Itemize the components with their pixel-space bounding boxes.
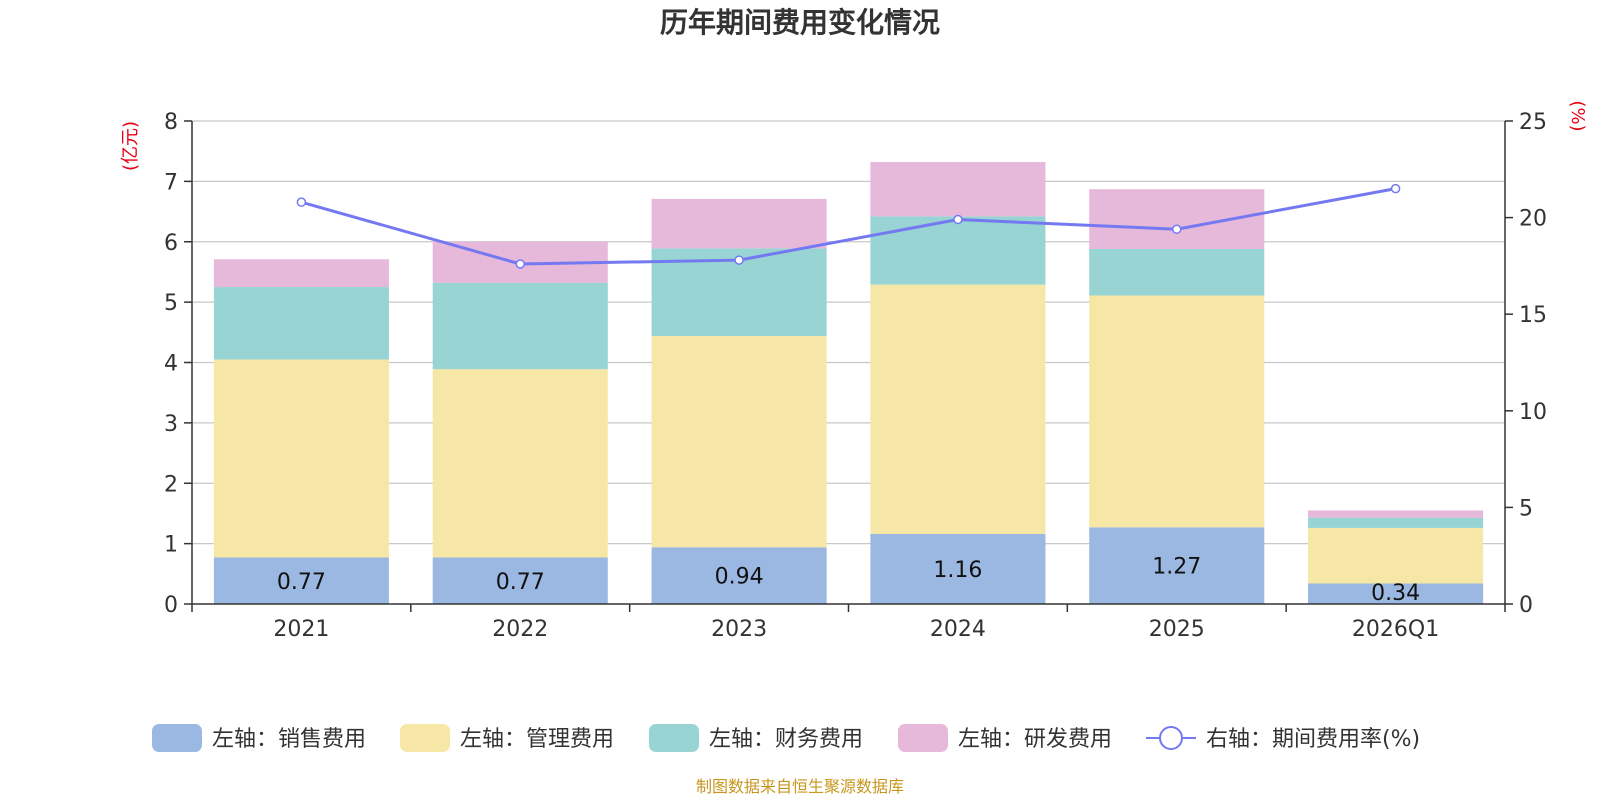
right-tick-label: 5 bbox=[1519, 496, 1533, 521]
bars bbox=[213, 162, 1484, 604]
legend-label: 左轴：研发费用 bbox=[958, 727, 1112, 752]
bar-value-label: 0.34 bbox=[1371, 581, 1420, 606]
bar-segment bbox=[432, 282, 608, 370]
bar-segment bbox=[870, 533, 1046, 604]
left-axis-unit: (亿元) bbox=[120, 121, 141, 171]
legend-swatch bbox=[400, 724, 450, 752]
legend-marker bbox=[1159, 726, 1183, 750]
legend-label: 左轴：销售费用 bbox=[212, 727, 366, 752]
bar-segment bbox=[1089, 295, 1265, 528]
legend-swatch bbox=[649, 724, 699, 752]
bar-segment bbox=[651, 335, 827, 548]
x-tick-label: 2023 bbox=[711, 617, 767, 642]
legend-label: 左轴：财务费用 bbox=[709, 727, 863, 752]
bar-segment bbox=[432, 557, 608, 604]
legend: 左轴：销售费用 左轴：管理费用 左轴：财务费用 左轴：研发费用 右轴：期间费用率(%) bbox=[152, 724, 1420, 752]
bar-segment bbox=[870, 162, 1046, 217]
x-tick-label: 2021 bbox=[273, 617, 329, 642]
bar-segment bbox=[1308, 517, 1484, 528]
left-tick-label: 2 bbox=[164, 472, 178, 497]
right-tick-label: 10 bbox=[1519, 400, 1547, 425]
right-axis-unit: (%) bbox=[1567, 100, 1588, 131]
rate-point bbox=[1390, 183, 1401, 194]
rate-point bbox=[296, 197, 307, 207]
rate-point bbox=[515, 259, 525, 269]
bar-value-label: 1.27 bbox=[1152, 555, 1201, 580]
left-tick-label: 8 bbox=[164, 110, 178, 135]
bar-segment bbox=[1089, 248, 1265, 296]
bar-segment bbox=[1089, 527, 1265, 604]
grid-lines bbox=[192, 120, 1505, 545]
bar-value-label: 0.77 bbox=[496, 570, 545, 595]
bar-segment bbox=[213, 557, 389, 604]
right-tick-label: 20 bbox=[1519, 207, 1547, 232]
rate-point bbox=[734, 255, 744, 265]
left-tick-label: 1 bbox=[164, 533, 178, 558]
bar-segment bbox=[432, 369, 608, 558]
bar-labels: 0.77 0.77 0.94 1.16 1.27 0.34 bbox=[277, 555, 1420, 606]
bar-value-label: 1.16 bbox=[933, 558, 982, 583]
x-tick-label: 2022 bbox=[492, 617, 548, 642]
right-tick-label: 0 bbox=[1519, 593, 1533, 618]
rate-point bbox=[1172, 224, 1182, 234]
right-tick-label: 25 bbox=[1519, 110, 1547, 135]
rate-line bbox=[296, 183, 1401, 269]
left-tick-label: 3 bbox=[164, 412, 178, 437]
legend-swatch bbox=[898, 724, 948, 752]
bar-segment bbox=[1308, 510, 1484, 518]
x-tick-label: 2025 bbox=[1149, 617, 1205, 642]
right-tick-label: 15 bbox=[1519, 303, 1547, 328]
legend-swatch bbox=[152, 724, 202, 752]
bar-value-label: 0.94 bbox=[715, 565, 764, 590]
left-tick-label: 6 bbox=[164, 231, 178, 256]
bar-segment bbox=[870, 284, 1046, 534]
bar-segment bbox=[1308, 583, 1484, 604]
bar-value-label: 0.77 bbox=[277, 570, 326, 595]
bar-segment bbox=[651, 547, 827, 604]
legend-label: 左轴：管理费用 bbox=[460, 727, 614, 752]
bar-segment bbox=[213, 259, 389, 288]
left-tick-label: 4 bbox=[164, 352, 178, 377]
left-tick-label: 7 bbox=[164, 170, 178, 195]
x-tick-label: 2024 bbox=[930, 617, 986, 642]
rate-point bbox=[953, 214, 963, 225]
left-tick-label: 0 bbox=[164, 593, 178, 618]
x-tick-label: 2026Q1 bbox=[1352, 617, 1439, 642]
bar-segment bbox=[213, 287, 389, 360]
bar-segment bbox=[870, 216, 1046, 285]
source-note: 制图数据来自恒生聚源数据库 bbox=[696, 777, 904, 796]
left-tick-label: 5 bbox=[164, 291, 178, 316]
chart-title: 历年期间费用变化情况 bbox=[660, 6, 940, 39]
bar-segment bbox=[213, 359, 389, 558]
rate-line-path bbox=[301, 187, 1396, 266]
legend-label: 右轴：期间费用率(%) bbox=[1206, 727, 1420, 752]
bar-segment bbox=[651, 198, 827, 249]
bar-segment bbox=[1308, 527, 1484, 584]
